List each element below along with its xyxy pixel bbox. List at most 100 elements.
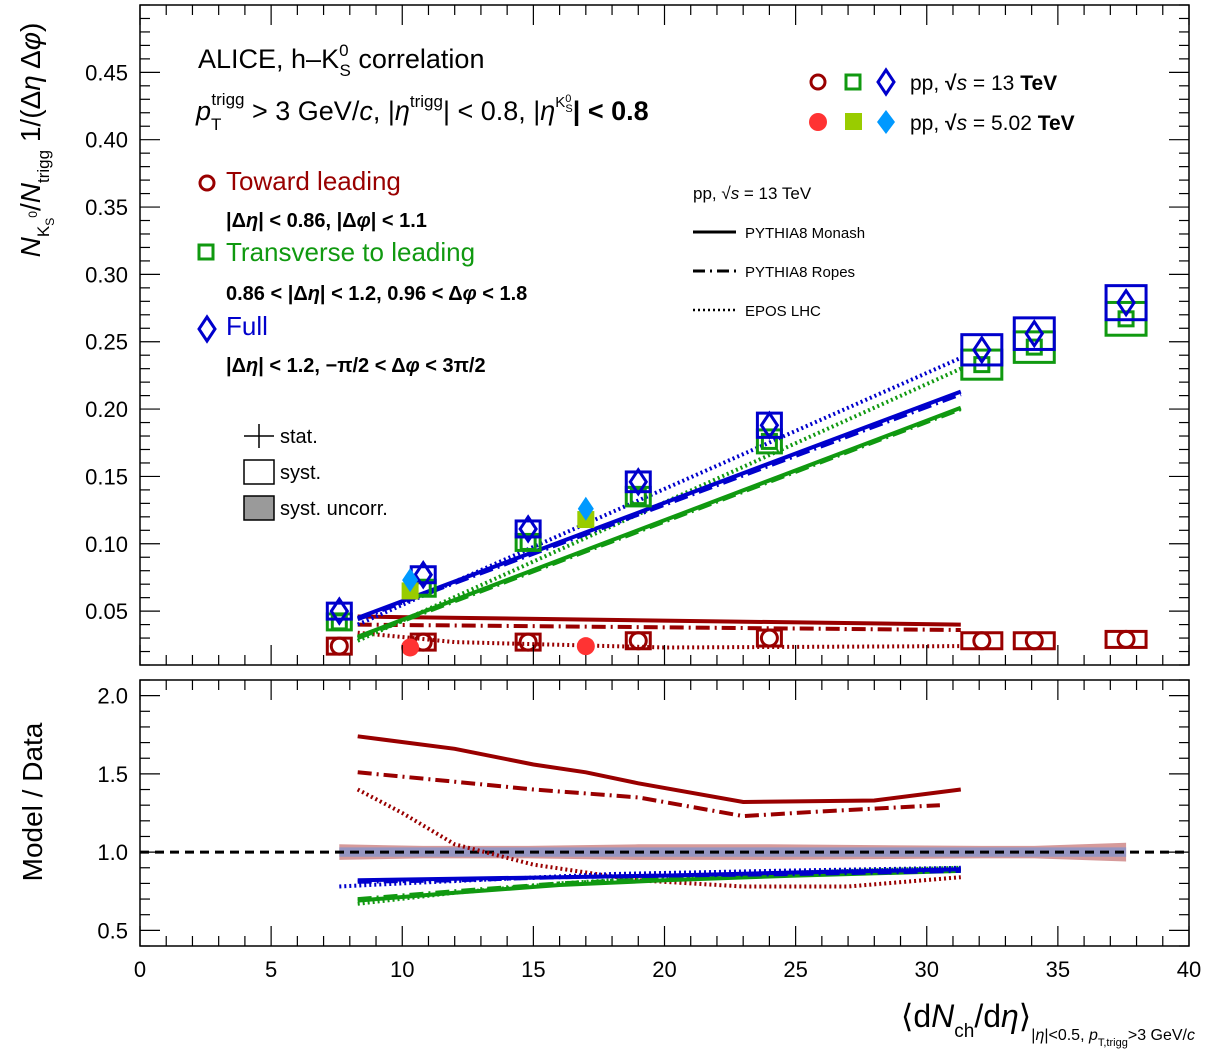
region-cut-transverse: 0.86 < |Δη| < 1.2, 0.96 < Δφ < 1.8	[226, 283, 527, 305]
upper-data-points	[325, 284, 1148, 657]
open-diamond-marker-icon	[876, 67, 896, 97]
model-label-monash: PYTHIA8 Monash	[745, 225, 865, 242]
lower-y-axis-title: Model / Data	[17, 722, 48, 881]
x-tick-label: 20	[652, 957, 676, 982]
data-point-2-2	[518, 514, 538, 544]
region-label-toward: Toward leading	[226, 166, 401, 196]
model-label-ropes: PYTHIA8 Ropes	[745, 264, 855, 281]
data-point-2-5	[972, 335, 992, 365]
syst-box	[755, 428, 783, 455]
filled-square-marker-icon	[845, 113, 862, 130]
model-curve-0	[357, 614, 961, 627]
ratio-uncertainty-band	[140, 842, 1189, 862]
open-circle-marker-icon	[809, 73, 827, 91]
lower-axes: 0 5 10 15 20 25 30 35 40 0.5 1.0 1.5 2.0	[97, 679, 1201, 982]
data-point-1-4	[760, 432, 778, 450]
data-point-1-0	[330, 613, 348, 631]
y-tick-label: 2.0	[97, 684, 128, 709]
syst-box	[514, 519, 542, 539]
x-tick-label: 30	[915, 957, 939, 982]
ratio-curve-7	[357, 868, 961, 884]
syst-uncorr-icon	[243, 495, 275, 521]
ratio-curve-8	[339, 865, 961, 889]
syst-box	[325, 601, 353, 621]
y-tick-label: 0.05	[85, 599, 128, 624]
data-point-0-5	[972, 631, 992, 651]
energy-legend: pp, √s = 13 TeV pp, √s = 5.02 TeV	[809, 67, 1075, 135]
data-point-1-3	[629, 488, 647, 506]
data-point-2-4	[759, 410, 780, 440]
ratio-curve-2	[356, 787, 961, 889]
y-tick-label: 0.35	[85, 195, 128, 220]
model-label-epos: EPOS LHC	[745, 303, 821, 320]
data-point-0-4	[759, 628, 779, 648]
syst-box	[960, 333, 1004, 367]
data-point-2-6	[1024, 318, 1045, 349]
x-tick-label: 40	[1177, 957, 1201, 982]
data-point-2-3	[628, 467, 649, 497]
model-curve-2	[357, 630, 961, 650]
syst-uncorr-label: syst. uncorr.	[280, 498, 388, 520]
y-tick-label: 0.45	[85, 60, 128, 85]
data-point-5-0	[402, 568, 419, 593]
data-point-3-1	[576, 637, 595, 656]
x-tick-label: 5	[265, 957, 277, 982]
ratio-curve-4	[357, 867, 961, 902]
data-point-2-7	[1116, 287, 1136, 318]
open-square-marker-icon	[844, 73, 862, 91]
region-cut-toward: |Δη| < 0.86, |Δφ| < 1.1	[226, 210, 427, 232]
ratio-curves	[339, 734, 962, 906]
y-tick-label: 0.15	[85, 464, 128, 489]
y-tick-label: 1.5	[97, 762, 128, 787]
region-cut-full: |Δη| < 1.2, −π/2 < Δφ < 3π/2	[226, 355, 486, 377]
selection-label: pTtrigg > 3 GeV/c, |ηtrigg| < 0.8, |ηK0 S…	[195, 90, 649, 134]
data-point-0-3	[628, 631, 648, 651]
x-tick-label: 35	[1046, 957, 1070, 982]
syst-icon	[243, 459, 275, 485]
data-point-2-1	[413, 560, 434, 590]
region-legend: Toward leading |Δη| < 0.86, |Δφ| < 1.1 T…	[197, 166, 527, 377]
data-point-0-7	[1116, 629, 1136, 649]
syst-box	[624, 485, 652, 508]
upper-model-curves	[356, 356, 962, 650]
upper-y-axis-title: NKS0/Ntrigg 1/(Δη Δφ)	[15, 23, 57, 258]
x-tick-label: 0	[134, 957, 146, 982]
region-label-transverse: Transverse to leading	[226, 237, 475, 267]
ratio-curve-1	[357, 770, 941, 819]
data-point-0-6	[1024, 631, 1044, 651]
model-curve-7	[357, 392, 962, 622]
experiment-label: ALICE, h–K0 S correlation	[198, 41, 484, 80]
data-point-0-0	[329, 636, 349, 656]
region-label-full: Full	[226, 311, 268, 341]
syst-label: syst.	[280, 462, 321, 484]
x-tick-label: 25	[783, 957, 807, 982]
stat-label: stat.	[280, 426, 318, 448]
y-tick-label: 0.40	[85, 128, 128, 153]
y-tick-label: 1.0	[97, 840, 128, 865]
data-point-5-1	[577, 496, 594, 521]
filled-circle-marker-icon	[809, 113, 827, 131]
data-point-1-2	[519, 533, 537, 551]
upper-axes: 0.05 0.10 0.15 0.20 0.25 0.30 0.35 0.40 0.45	[85, 4, 1190, 666]
data-point-3-0	[401, 638, 420, 657]
x-tick-label: 15	[521, 957, 545, 982]
data-point-2-0	[329, 596, 350, 626]
legend-13tev-label: pp, √s = 13 TeV	[910, 72, 1057, 95]
full-marker-icon	[197, 314, 217, 344]
model-curve-1	[357, 622, 961, 632]
transverse-marker-icon	[197, 243, 215, 261]
legend-502tev-label: pp, √s = 5.02 TeV	[910, 112, 1075, 135]
x-tick-label: 10	[390, 957, 414, 982]
syst-box	[1104, 284, 1148, 322]
filled-diamond-marker-icon	[877, 110, 895, 134]
model-legend: pp, √s = 13 TeV PYTHIA8 Monash PYTHIA8 R…	[693, 184, 865, 320]
model-legend-header: pp, √s = 13 TeV	[693, 184, 812, 203]
data-point-1-6	[1025, 338, 1043, 356]
ratio-curve-0	[357, 734, 962, 805]
syst-box	[1012, 316, 1056, 351]
y-tick-label: 0.10	[85, 532, 128, 557]
y-tick-label: 0.5	[97, 918, 128, 943]
uncertainty-legend: stat. syst. syst. uncorr.	[243, 424, 388, 521]
y-tick-label: 0.30	[85, 262, 128, 287]
